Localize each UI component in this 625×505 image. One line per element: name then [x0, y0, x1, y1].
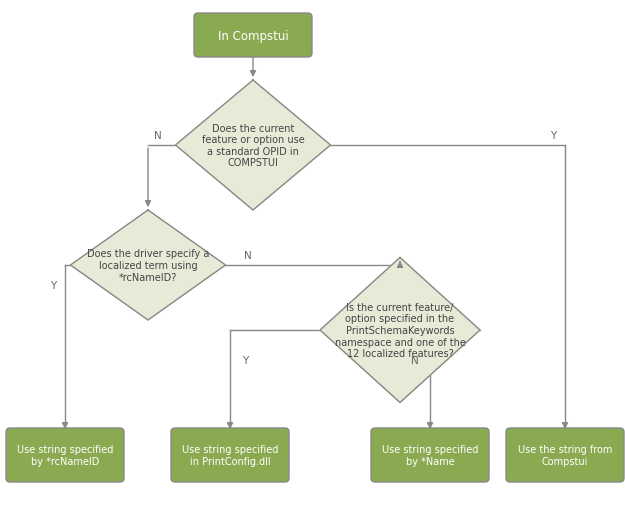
Text: N: N [411, 356, 419, 365]
Polygon shape [176, 81, 331, 211]
Text: N: N [244, 250, 252, 261]
Text: Y: Y [242, 356, 248, 365]
Text: Use the string from
Compstui: Use the string from Compstui [518, 444, 612, 466]
Text: Use string specified
by *Name: Use string specified by *Name [382, 444, 478, 466]
Text: Use string specified
in PrintConfig.dll: Use string specified in PrintConfig.dll [182, 444, 278, 466]
Polygon shape [71, 211, 226, 320]
Text: Y: Y [50, 280, 56, 290]
FancyBboxPatch shape [171, 428, 289, 482]
Polygon shape [320, 258, 480, 402]
FancyBboxPatch shape [371, 428, 489, 482]
Text: Does the current
feature or option use
a standard OPID in
COMPSTUI: Does the current feature or option use a… [202, 123, 304, 168]
FancyBboxPatch shape [506, 428, 624, 482]
FancyBboxPatch shape [194, 14, 312, 58]
Text: N: N [154, 131, 162, 141]
Text: In Compstui: In Compstui [217, 29, 288, 42]
Text: Use string specified
by *rcNameID: Use string specified by *rcNameID [17, 444, 113, 466]
FancyBboxPatch shape [6, 428, 124, 482]
Text: Y: Y [550, 131, 556, 141]
Text: Is the current feature/
option specified in the
PrintSchemaKeywords
namespace an: Is the current feature/ option specified… [334, 302, 466, 359]
Text: Does the driver specify a
localized term using
*rcNameID?: Does the driver specify a localized term… [87, 249, 209, 282]
